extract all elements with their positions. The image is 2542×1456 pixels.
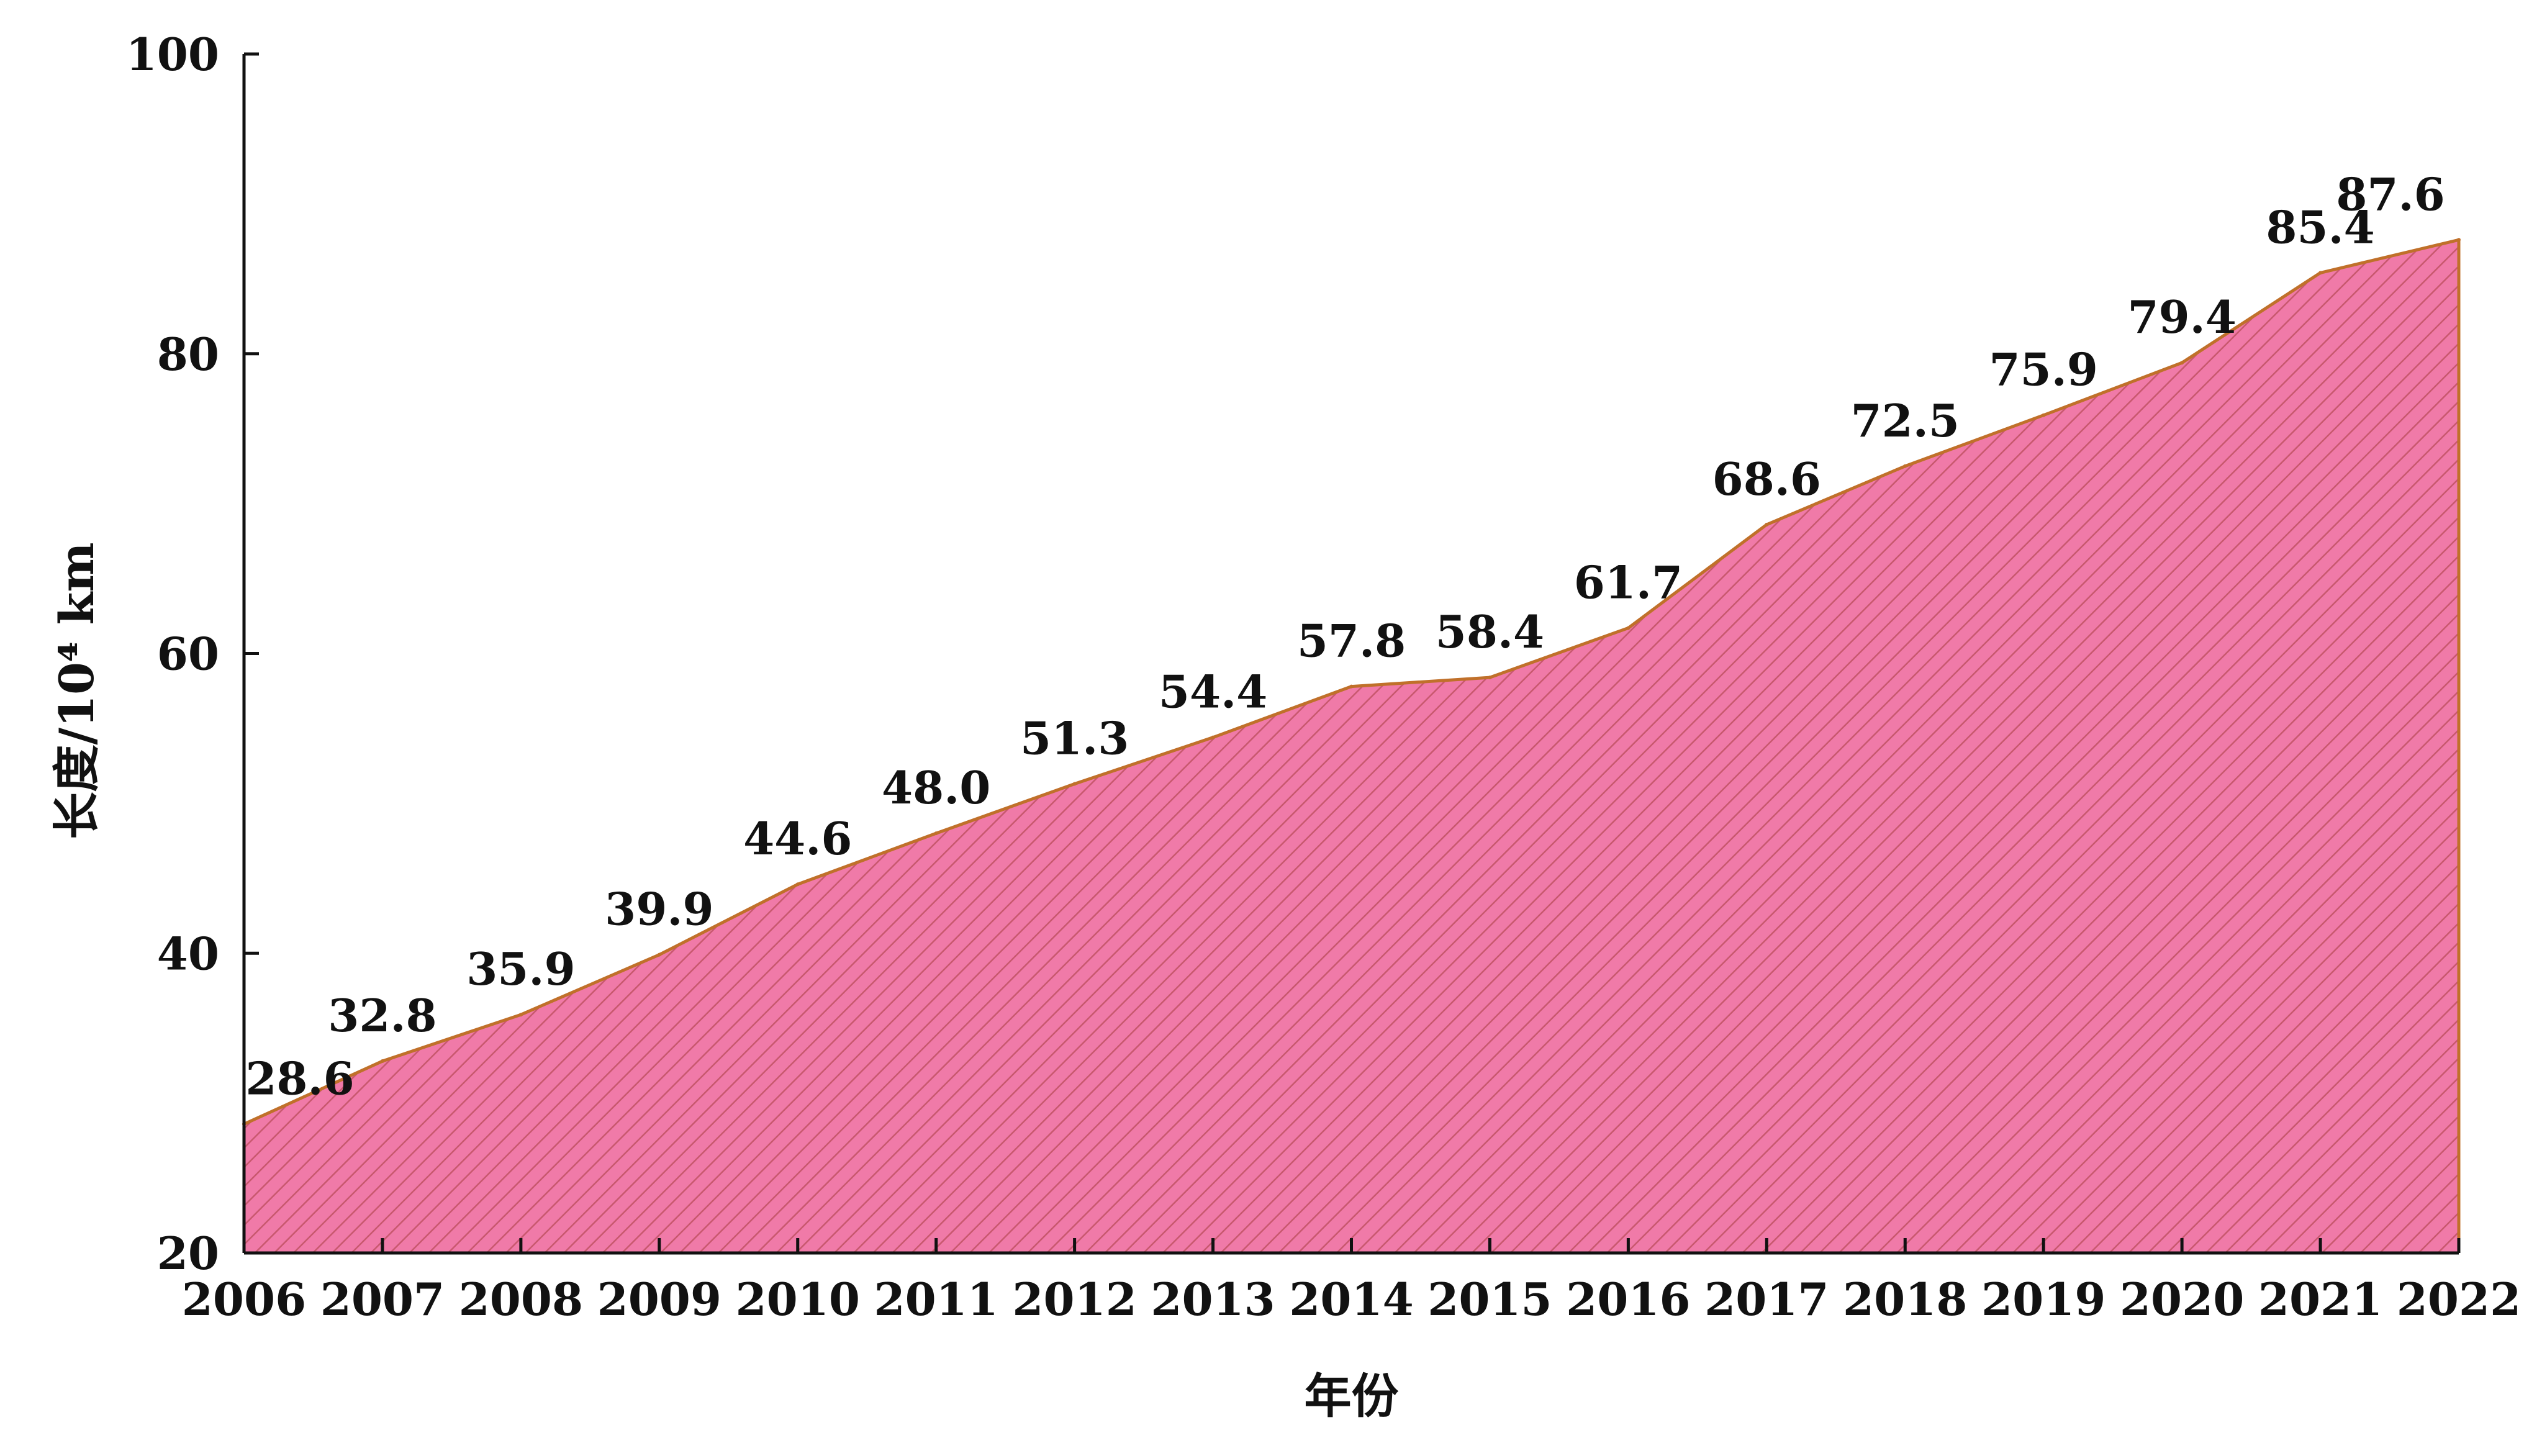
data-labels: 28.6 32.8 35.9 39.9 44.6 48.0 51.3 54.4 57.8 58.4… — [245, 168, 2445, 1105]
data-point — [2318, 271, 2323, 275]
x-tick-label: 2012 — [1012, 1273, 1136, 1326]
data-point — [1626, 626, 1631, 630]
x-tick-label: 2015 — [1427, 1273, 1552, 1326]
data-point — [518, 1013, 523, 1017]
x-axis-title: 年份 — [1305, 1368, 1399, 1424]
data-label: 44.6 — [743, 812, 852, 865]
data-label: 72.5 — [1851, 394, 1960, 447]
y-axis-title: 长度/10⁴ km — [49, 542, 104, 839]
x-tick-label: 2008 — [459, 1273, 583, 1326]
x-tick-label: 2016 — [1566, 1273, 1690, 1326]
data-point — [1349, 684, 1354, 689]
data-label: 61.7 — [1574, 556, 1683, 608]
data-point — [1765, 522, 1769, 527]
x-tick-label: 2019 — [1981, 1273, 2106, 1326]
data-point — [1211, 735, 1215, 739]
x-tick-label: 2010 — [736, 1273, 860, 1326]
data-label: 79.4 — [2127, 291, 2236, 343]
data-point — [657, 952, 661, 957]
series-line — [243, 238, 2461, 1253]
x-tick-label: 2018 — [1843, 1273, 1967, 1326]
data-point — [1903, 464, 1907, 468]
data-label: 28.6 — [245, 1052, 354, 1105]
data-label: 51.3 — [1020, 712, 1129, 764]
x-tick-label: 2009 — [597, 1273, 721, 1326]
data-label: 58.4 — [1436, 605, 1544, 658]
data-point — [2042, 413, 2046, 417]
y-tick-label: 60 — [157, 628, 219, 681]
plot-area — [242, 238, 2461, 1254]
x-tick-label: 2022 — [2397, 1273, 2521, 1326]
y-tick-label: 20 — [157, 1227, 219, 1280]
data-point — [934, 831, 938, 836]
x-tick-label: 2013 — [1151, 1273, 1275, 1326]
data-label: 85.4 — [2266, 201, 2374, 253]
x-tick-label: 2017 — [1704, 1273, 1829, 1326]
y-tick-label: 100 — [126, 28, 219, 81]
y-tick-label: 80 — [157, 328, 219, 381]
data-point — [2457, 238, 2461, 242]
area-fill — [244, 240, 2459, 1254]
x-tick-label: 2021 — [2258, 1273, 2382, 1326]
data-label: 68.6 — [1712, 453, 1821, 505]
data-label: 35.9 — [466, 943, 575, 995]
data-label: 48.0 — [882, 761, 990, 814]
x-tick-label: 2006 — [182, 1273, 306, 1326]
data-label: 39.9 — [605, 883, 713, 936]
x-tick-label: 2011 — [874, 1273, 998, 1326]
data-label: 32.8 — [328, 989, 436, 1042]
x-tick-label: 2014 — [1289, 1273, 1413, 1326]
x-tick-label: 2020 — [2120, 1273, 2244, 1326]
data-point — [2180, 361, 2184, 365]
axes: 20 40 60 80 100 2006 2007 2008 2009 2010 2011 2012 2… — [126, 28, 2521, 1326]
x-tick-label: 2007 — [320, 1273, 445, 1326]
data-label: 57.8 — [1297, 615, 1406, 667]
data-label: 87.6 — [2336, 168, 2445, 220]
y-tick-label: 40 — [157, 927, 219, 980]
data-point — [380, 1059, 384, 1064]
data-label: 75.9 — [1989, 343, 2098, 396]
data-point — [1488, 676, 1492, 680]
data-point — [1072, 782, 1077, 786]
data-point — [795, 882, 800, 887]
data-label: 54.4 — [1159, 666, 1267, 718]
